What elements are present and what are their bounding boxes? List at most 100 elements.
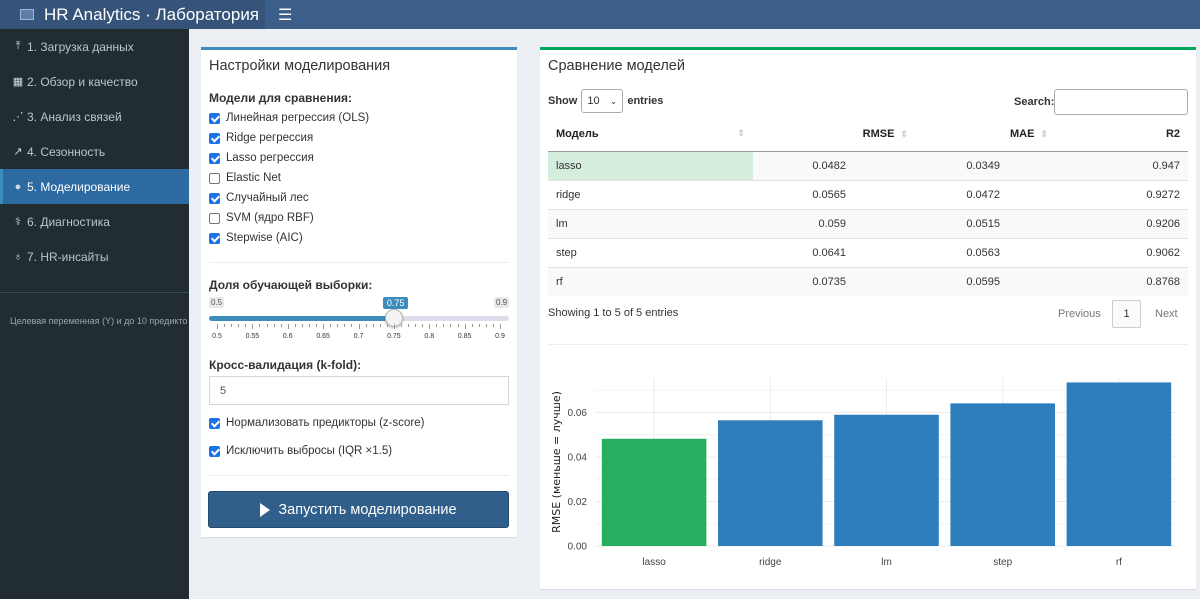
slider-value-label: 0.75 [382, 297, 409, 309]
table-cell: ridge [548, 179, 753, 209]
show-label: Show [548, 95, 578, 107]
column-header[interactable]: R2 [1048, 118, 1188, 152]
table-cell: 0.0472 [908, 179, 1048, 209]
model-checkbox[interactable] [209, 212, 220, 224]
model-checkbox-label: Elastic Net [226, 172, 281, 184]
slider-minor-tick [365, 324, 367, 327]
slider-minor-tick [245, 324, 247, 327]
page-length-select[interactable]: 10 ⌄ [581, 89, 624, 113]
slider-minor-tick [330, 324, 332, 327]
table-row[interactable]: lasso 0.0482 0.0349 0.947 [548, 150, 1188, 180]
slider-minor-tick [415, 324, 417, 327]
sidebar-item-4[interactable]: ↗ 4. Сезонность [0, 134, 189, 169]
train-share-label: Доля обучающей выборки: [209, 278, 373, 292]
sidebar-item-3[interactable]: ⋰ 3. Анализ связей [0, 99, 189, 134]
table-row[interactable]: lm 0.059 0.0515 0.9206 [548, 208, 1188, 238]
line-chart-icon: ↗ [13, 146, 23, 158]
model-checkbox[interactable] [209, 192, 220, 204]
models-checkbox-group: Линейная регрессия (OLS) Ridge регрессия L… [209, 108, 499, 248]
model-checkbox-row[interactable]: Stepwise (AIC) [209, 228, 499, 248]
model-checkbox-label: Lasso регрессия [226, 152, 314, 164]
normalize-checkbox[interactable] [209, 417, 220, 429]
column-header[interactable]: RMSE ⇕ [753, 118, 908, 152]
model-checkbox[interactable] [209, 132, 220, 144]
y-tick-label: 0.04 [568, 452, 588, 463]
divider [209, 475, 509, 476]
slider-minor-tick [492, 324, 494, 327]
sidebar-item-label: 1. Загрузка данных [27, 39, 134, 54]
table-row[interactable]: rf 0.0735 0.0595 0.8768 [548, 266, 1188, 296]
slider-minor-tick [478, 324, 480, 327]
run-modeling-button[interactable]: Запустить моделирование [208, 491, 509, 528]
page-length-value: 10 [587, 95, 600, 107]
model-checkbox-row[interactable]: Lasso регрессия [209, 148, 499, 168]
slider-tick [252, 324, 254, 329]
sidebar-item-5[interactable]: ● 5. Моделирование [0, 169, 189, 204]
table-cell: rf [548, 266, 753, 296]
kfold-input[interactable]: 5 [209, 376, 509, 405]
search-label: Search: [1014, 96, 1055, 108]
play-icon [260, 502, 271, 517]
normalize-checkbox-row[interactable]: Нормализовать предикторы (z-score) [209, 413, 424, 433]
logo-image-icon [20, 9, 34, 20]
table-cell: 0.0515 [908, 208, 1048, 238]
sidebar-item-6[interactable]: ⚕ 6. Диагностика [0, 204, 189, 239]
model-checkbox[interactable] [209, 232, 220, 244]
slider-tick-label: 0.6 [282, 333, 293, 340]
app-title: HR Analytics · Лаборатория [44, 4, 260, 24]
table-cell: step [548, 237, 753, 267]
slider-minor-tick [408, 324, 410, 327]
run-modeling-label: Запустить моделирование [278, 501, 457, 518]
column-header[interactable]: Модель ⇕ [548, 118, 753, 152]
model-checkbox[interactable] [209, 112, 220, 124]
sidebar: ⤒ 1. Загрузка данных ▦ 2. Обзор и качество ⋰… [0, 29, 189, 599]
sidebar-item-2[interactable]: ▦ 2. Обзор и качество [0, 64, 189, 99]
slider-minor-tick [436, 324, 438, 327]
table-cell: lm [548, 208, 753, 238]
sidebar-item-1[interactable]: ⤒ 1. Загрузка данных [0, 29, 189, 64]
sidebar-item-label: 4. Сезонность [27, 144, 106, 159]
model-checkbox-row[interactable]: Линейная регрессия (OLS) [209, 108, 499, 128]
table-cell: 0.8768 [1048, 266, 1188, 296]
model-checkbox-row[interactable]: Elastic Net [209, 168, 499, 188]
model-checkbox[interactable] [209, 152, 220, 164]
table-cell: 0.9206 [1048, 208, 1188, 238]
slider-tick [358, 324, 360, 329]
previous-page-button[interactable]: Previous [1058, 308, 1101, 320]
upload-icon: ⤒ [15, 40, 21, 52]
app-logo[interactable]: HR Analytics · Лаборатория [0, 0, 265, 29]
y-tick-label: 0.00 [568, 542, 588, 553]
exclude-outliers-checkbox[interactable] [209, 445, 220, 457]
slider-minor-tick [422, 324, 424, 327]
slider-tick-label: 0.8 [424, 333, 435, 340]
slider-min-label: 0.5 [209, 297, 225, 308]
sidebar-item-7[interactable]: ♁ 7. HR-инсайты [0, 239, 189, 274]
x-tick-label: lm [881, 557, 892, 568]
model-checkbox-row[interactable]: SVM (ядро RBF) [209, 208, 499, 228]
sort-icon: ⇕ [900, 129, 908, 140]
settings-title: Настройки моделирования [209, 58, 391, 74]
model-checkbox-label: SVM (ядро RBF) [226, 212, 314, 224]
model-checkbox-row[interactable]: Ridge регрессия [209, 128, 499, 148]
slider-minor-tick [301, 324, 303, 327]
exclude-outliers-checkbox-row[interactable]: Исключить выбросы (IQR ×1.5) [209, 441, 392, 461]
table-row[interactable]: step 0.0641 0.0563 0.9062 [548, 237, 1188, 267]
search-input[interactable] [1054, 89, 1188, 115]
column-header[interactable]: MAE ⇕ [908, 118, 1048, 152]
table-row[interactable]: ridge 0.0565 0.0472 0.9272 [548, 179, 1188, 209]
table-cell: 0.059 [753, 208, 908, 238]
exclude-outliers-label: Исключить выбросы (IQR ×1.5) [226, 445, 393, 457]
slider-tick [323, 324, 325, 329]
page-1-button[interactable]: 1 [1112, 300, 1141, 328]
slider-minor-tick [294, 324, 296, 327]
slider-tick [393, 324, 395, 329]
hamburger-icon[interactable]: ☰ [278, 6, 293, 24]
page-length-control: Show 10 ⌄ entries [548, 89, 663, 113]
sidebar-item-label: 5. Моделирование [27, 179, 131, 194]
lightbulb-icon: ♁ [13, 250, 23, 263]
model-checkbox[interactable] [209, 172, 220, 184]
slider-minor-tick [308, 324, 310, 327]
model-checkbox-row[interactable]: Случайный лес [209, 188, 499, 208]
next-page-button[interactable]: Next [1155, 308, 1178, 320]
slider-minor-tick [386, 324, 388, 327]
